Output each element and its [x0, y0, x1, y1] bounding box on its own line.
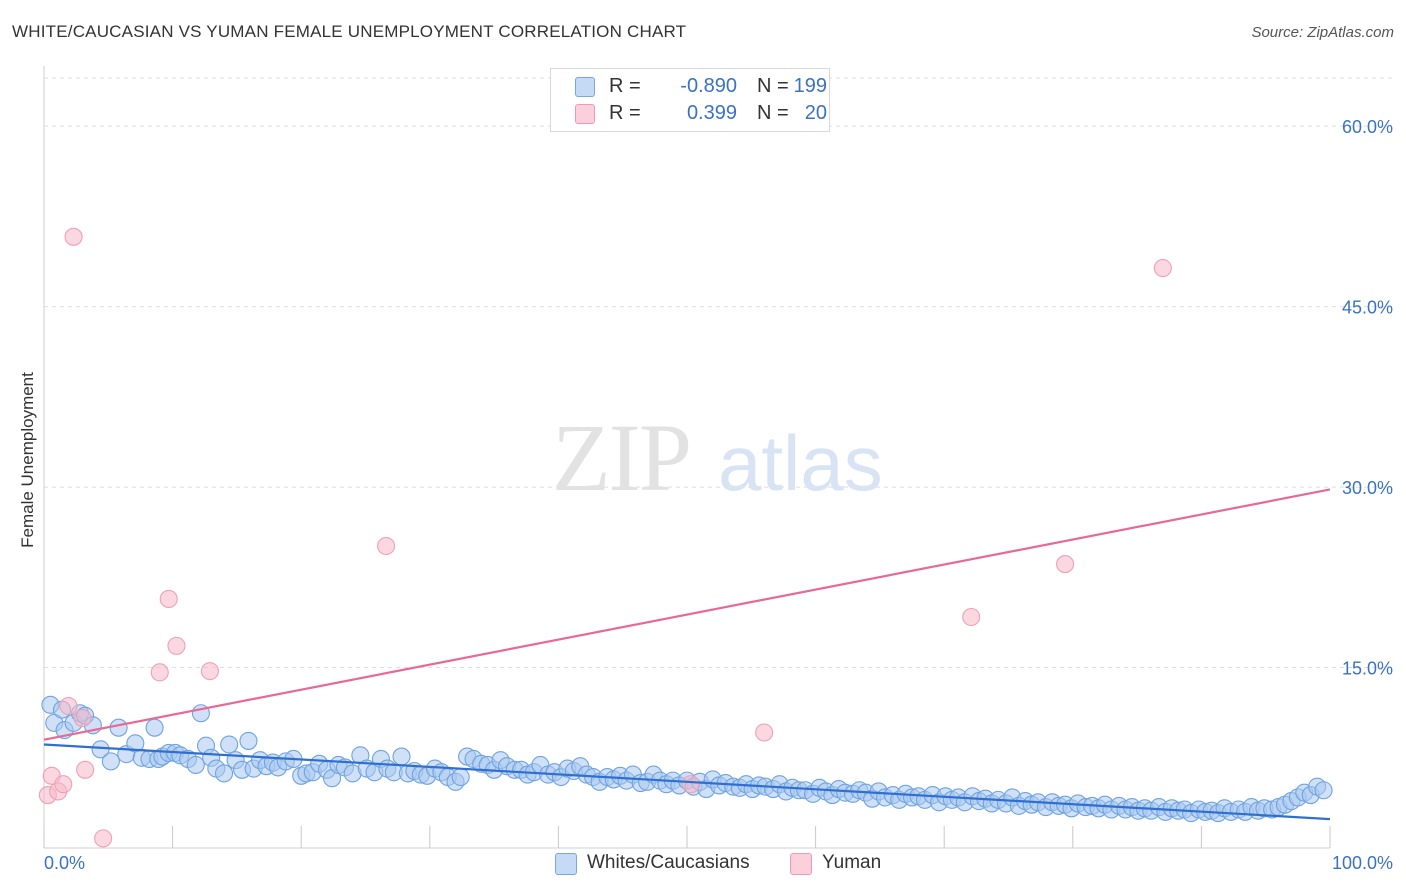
whites-trend-line	[43, 743, 1331, 821]
y-tick-label: 30.0%	[1342, 478, 1393, 498]
whites-point	[186, 755, 205, 775]
watermark-atlas: atlas	[718, 419, 883, 507]
yuman-point	[159, 589, 178, 609]
watermark-zip: ZIP	[552, 404, 690, 511]
yuman-point	[1153, 259, 1172, 278]
whites-point	[109, 718, 128, 737]
yuman-point	[200, 662, 219, 681]
chart-title: WHITE/CAUCASIAN VS YUMAN FEMALE UNEMPLOY…	[12, 22, 687, 41]
legend-r-value-whites: -0.890	[680, 75, 737, 97]
legend-n-label: N =	[757, 75, 789, 97]
yuman-point	[73, 709, 92, 728]
yuman-point	[755, 723, 774, 742]
yuman-point	[76, 760, 95, 779]
x-tick-label: 100.0%	[1332, 853, 1393, 873]
whites-point	[239, 731, 258, 750]
whites-point	[214, 764, 234, 783]
points-layer	[38, 227, 1333, 848]
legend-r-label: R =	[609, 102, 641, 124]
whites-point	[145, 718, 164, 737]
y-tick-label: 45.0%	[1342, 298, 1393, 318]
source-text: Source: ZipAtlas.com	[1251, 24, 1394, 41]
legend-n-value-yuman: 20	[804, 102, 827, 124]
watermark: ZIP atlas	[552, 404, 883, 511]
whites-point	[101, 752, 120, 771]
axis-layer	[43, 66, 1331, 849]
yuman-point	[64, 227, 83, 246]
bottom-legend-label-yuman: Yuman	[822, 852, 882, 873]
y-tick-label: 15.0%	[1342, 659, 1393, 679]
yuman-point	[150, 663, 169, 682]
yuman-point	[94, 829, 113, 848]
yuman-trend-line	[43, 488, 1331, 741]
yuman-point	[1056, 555, 1075, 574]
yuman-point	[377, 536, 396, 556]
yuman-point	[681, 775, 700, 794]
legend: R = -0.890 N = 199 R = 0.399 N = 20	[550, 68, 830, 132]
yuman-point	[962, 607, 981, 627]
trend-layer	[43, 488, 1331, 821]
legend-n-label: N =	[757, 102, 789, 124]
yuman-point	[59, 696, 78, 716]
legend-swatch-whites	[575, 77, 595, 97]
x-tick-label: 0.0%	[44, 853, 85, 873]
y-axis-label: Female Unemployment	[18, 372, 37, 548]
legend-r-value-yuman: 0.399	[686, 102, 737, 124]
legend-swatch-yuman	[575, 104, 595, 124]
whites-point	[220, 735, 239, 754]
tick-label-layer: 15.0% 30.0% 45.0% 60.0% 0.0% 100.0%	[44, 117, 1393, 873]
yuman-point	[167, 636, 186, 655]
y-tick-label: 60.0%	[1342, 117, 1393, 137]
legend-r-label: R =	[609, 75, 641, 97]
bottom-legend-swatch-whites	[555, 853, 577, 875]
legend-n-value-whites: 199	[793, 75, 827, 97]
whites-point	[451, 767, 470, 787]
bottom-legend-label-whites: Whites/Caucasians	[587, 852, 750, 873]
bottom-legend-swatch-yuman	[790, 853, 812, 875]
grid-layer	[44, 77, 1395, 669]
yuman-point	[54, 775, 73, 794]
whites-point	[1314, 781, 1333, 800]
whites-point	[392, 747, 411, 766]
